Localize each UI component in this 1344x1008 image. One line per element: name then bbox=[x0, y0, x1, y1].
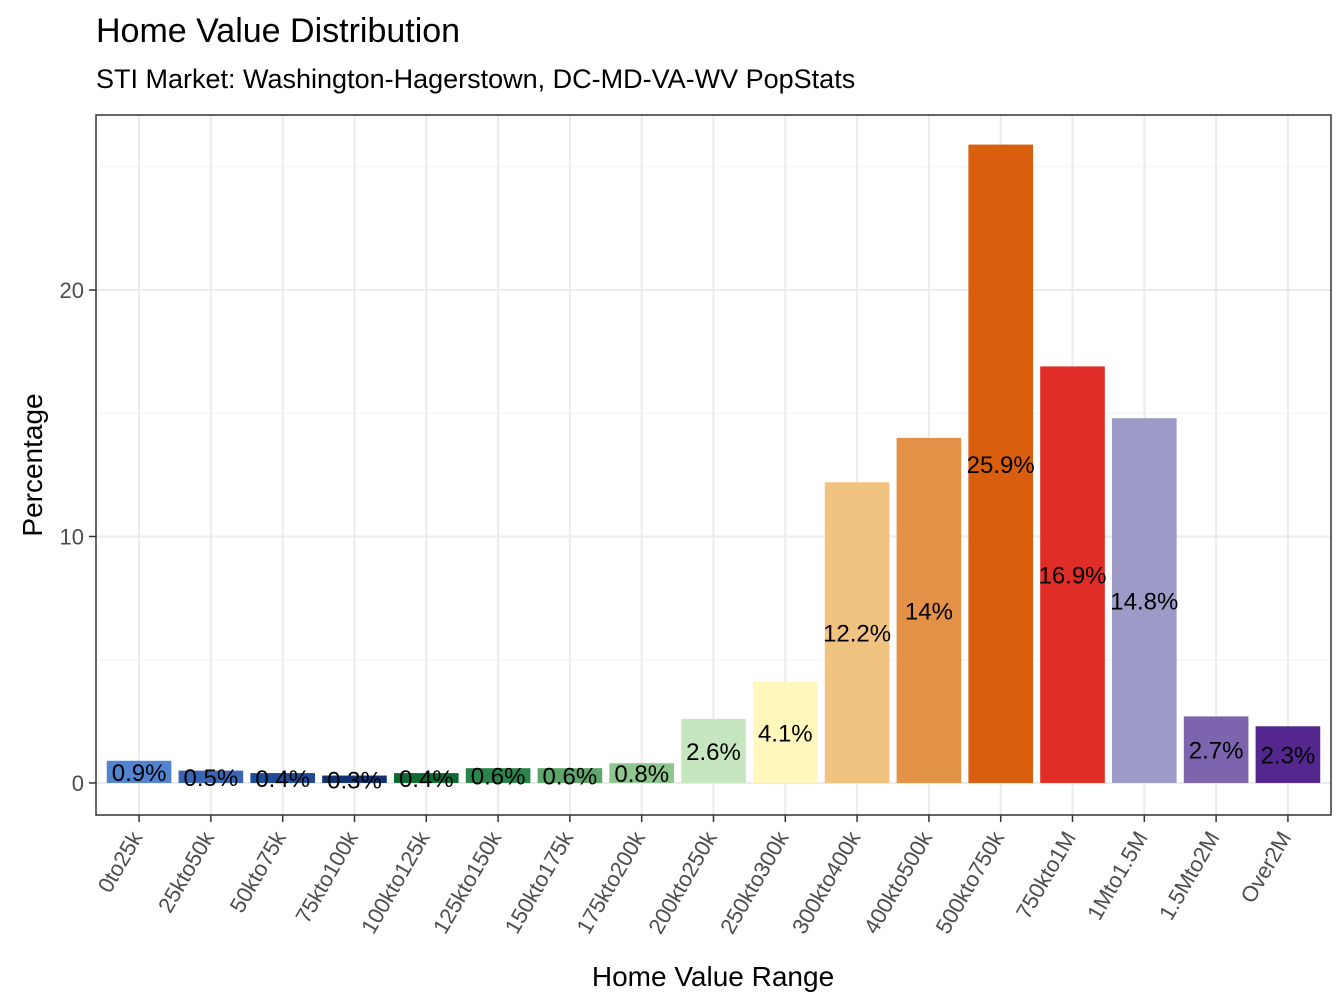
x-tick-label: 200kto250k bbox=[643, 826, 722, 938]
bar-Over2M bbox=[1255, 726, 1321, 783]
bar-0to25k bbox=[106, 760, 172, 783]
x-tick-label: 50kto75k bbox=[225, 826, 292, 917]
x-tick-label: 250kto300k bbox=[715, 826, 794, 938]
x-tick-label: 1Mto1.5M bbox=[1082, 827, 1153, 924]
bar-50kto75k bbox=[250, 773, 315, 783]
x-axis: 0to25k 25kto50k 50kto75k 75kto100k100kto125… bbox=[93, 815, 1296, 938]
bar-data-labels: 0.9% 0.5% 0.4% 0.3% 0.4% 0.6% 0.6% 0.8% 2.6% 4.1%… bbox=[112, 452, 1316, 794]
data-label-250kto300k: 4.1% bbox=[758, 720, 813, 747]
x-tick-label: 0to25k bbox=[93, 826, 148, 897]
y-tick-label: 10 bbox=[60, 524, 84, 549]
x-tick-label: 150kto175k bbox=[500, 826, 579, 938]
x-tick-label: 75kto100k bbox=[290, 826, 363, 927]
data-label-0to25k: 0.9% bbox=[112, 760, 167, 787]
data-label-300kto400k: 12.2% bbox=[823, 621, 891, 648]
data-label-25kto50k: 0.5% bbox=[184, 765, 239, 792]
chart-title: Home Value Distribution bbox=[96, 12, 461, 50]
x-tick-label: 300kto400k bbox=[787, 826, 866, 938]
bar-400kto500k bbox=[896, 437, 962, 783]
data-label-1Mto1.5M: 14.8% bbox=[1110, 589, 1178, 616]
data-label-75kto100k: 0.3% bbox=[327, 767, 382, 794]
bar-500kto750k bbox=[968, 144, 1034, 783]
data-label-200kto250k: 2.6% bbox=[686, 739, 741, 766]
bar-250kto300k bbox=[752, 681, 818, 783]
data-label-400kto500k: 14% bbox=[905, 598, 953, 625]
x-tick-label: 100kto125k bbox=[356, 826, 435, 938]
data-label-100kto125k: 0.4% bbox=[399, 766, 454, 793]
x-tick-label: 1.5Mto2M bbox=[1154, 827, 1225, 924]
x-tick-label: 125kto150k bbox=[428, 826, 507, 938]
bar-750kto1M bbox=[1040, 366, 1105, 783]
data-label-125kto150k: 0.6% bbox=[471, 764, 526, 791]
bar-1Mto1.5M bbox=[1112, 418, 1177, 783]
data-label-175kto200k: 0.8% bbox=[614, 761, 669, 788]
data-label-750kto1M: 16.9% bbox=[1038, 563, 1106, 590]
x-axis-title: Home Value Range bbox=[592, 961, 834, 992]
bar-25kto50k bbox=[178, 770, 244, 783]
bar-200kto250k bbox=[681, 718, 746, 783]
data-label-50kto75k: 0.4% bbox=[255, 766, 310, 793]
bar-150kto175k bbox=[537, 768, 603, 783]
x-tick-label: 25kto50k bbox=[153, 826, 220, 917]
data-label-Over2M: 2.3% bbox=[1261, 743, 1316, 770]
x-tick-label: Over2M bbox=[1235, 827, 1296, 907]
bar-300kto400k bbox=[824, 482, 890, 783]
bar-75kto100k bbox=[322, 775, 387, 783]
bar-175kto200k bbox=[609, 763, 675, 783]
bars bbox=[106, 144, 1321, 783]
x-tick-label: 750kto1M bbox=[1011, 827, 1081, 923]
y-axis-title: Percentage bbox=[17, 393, 48, 536]
x-tick-label: 500kto750k bbox=[931, 826, 1010, 938]
y-tick-label: 0 bbox=[72, 771, 84, 796]
bar-100kto125k bbox=[393, 773, 459, 783]
x-tick-label: 175kto200k bbox=[571, 826, 650, 938]
bar-125kto150k bbox=[465, 768, 531, 783]
y-axis: 0 10 20 bbox=[60, 278, 96, 796]
data-label-150kto175k: 0.6% bbox=[543, 764, 598, 791]
data-label-500kto750k: 25.9% bbox=[967, 452, 1035, 479]
y-tick-label: 20 bbox=[60, 278, 84, 303]
chart-subtitle: STI Market: Washington-Hagerstown, DC-MD… bbox=[96, 64, 856, 94]
bar-1.5Mto2M bbox=[1183, 716, 1249, 783]
data-label-1.5Mto2M: 2.7% bbox=[1189, 738, 1244, 765]
x-tick-label: 400kto500k bbox=[859, 826, 938, 938]
